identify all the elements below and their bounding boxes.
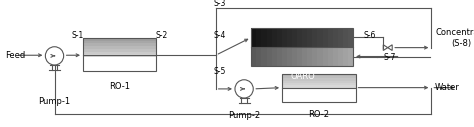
Bar [83, 54, 156, 57]
Bar [282, 90, 356, 92]
Text: RO-2: RO-2 [309, 110, 329, 119]
Text: Pump-2: Pump-2 [228, 111, 260, 120]
Bar [307, 28, 312, 47]
Bar [348, 28, 353, 47]
Bar [83, 63, 156, 66]
Bar [266, 28, 272, 47]
Bar [83, 43, 156, 46]
Bar [262, 28, 266, 47]
Bar [282, 74, 356, 76]
Bar [307, 47, 312, 66]
Bar [312, 47, 318, 66]
Bar [251, 28, 353, 47]
Bar [333, 28, 338, 47]
Text: Concentrate
(S-8): Concentrate (S-8) [435, 28, 474, 48]
Bar [277, 28, 282, 47]
Bar [262, 47, 266, 66]
Bar [343, 47, 348, 66]
Bar [328, 47, 333, 66]
Text: S-7: S-7 [384, 53, 396, 62]
Bar [83, 68, 156, 71]
Bar [302, 47, 307, 66]
Bar [302, 28, 307, 47]
Text: Water: Water [435, 83, 460, 92]
Polygon shape [383, 45, 388, 50]
Bar [338, 47, 343, 66]
Bar [282, 78, 356, 81]
Text: S-6: S-6 [364, 31, 376, 40]
Bar [256, 28, 262, 47]
Bar [287, 47, 292, 66]
Bar [83, 57, 156, 71]
Bar [297, 28, 302, 47]
Bar [333, 47, 338, 66]
Bar [251, 28, 353, 66]
Bar [312, 28, 318, 47]
Bar [282, 83, 356, 85]
Bar [83, 46, 156, 49]
Bar [83, 41, 156, 44]
Bar [282, 47, 287, 66]
Bar [328, 28, 333, 47]
Bar [282, 89, 356, 102]
Bar [282, 76, 356, 78]
Bar [83, 38, 156, 41]
Bar [318, 47, 323, 66]
Bar [282, 85, 356, 88]
Polygon shape [388, 45, 392, 50]
Text: S-5: S-5 [213, 67, 226, 76]
Bar [322, 28, 328, 47]
Bar [251, 47, 256, 66]
Bar [83, 60, 156, 63]
Bar [282, 74, 356, 102]
Text: S-2: S-2 [156, 31, 168, 40]
Text: Pump-1: Pump-1 [38, 97, 71, 106]
Bar [282, 88, 356, 90]
Bar [251, 28, 256, 47]
Bar [338, 28, 343, 47]
Bar [322, 47, 328, 66]
Bar [266, 47, 272, 66]
Bar [282, 28, 287, 47]
Bar [282, 99, 356, 102]
Bar [292, 28, 297, 47]
Bar [83, 49, 156, 52]
Bar [272, 28, 277, 47]
Bar [282, 92, 356, 95]
Text: S-4: S-4 [213, 31, 226, 40]
Bar [272, 47, 277, 66]
Text: RO-1: RO-1 [109, 82, 130, 91]
Text: S-1: S-1 [71, 31, 83, 40]
Bar [292, 47, 297, 66]
Bar [348, 47, 353, 66]
Bar [318, 28, 323, 47]
Bar [282, 97, 356, 99]
Text: OARO: OARO [290, 72, 315, 81]
Bar [282, 81, 356, 83]
Bar [297, 47, 302, 66]
Bar [287, 28, 292, 47]
Bar [83, 38, 156, 71]
Text: Feed: Feed [5, 51, 25, 60]
Bar [277, 47, 282, 66]
Bar [282, 94, 356, 97]
Bar [256, 47, 262, 66]
Bar [83, 57, 156, 60]
Bar [83, 52, 156, 55]
Bar [343, 28, 348, 47]
Text: S-3: S-3 [213, 0, 226, 8]
Bar [83, 66, 156, 68]
